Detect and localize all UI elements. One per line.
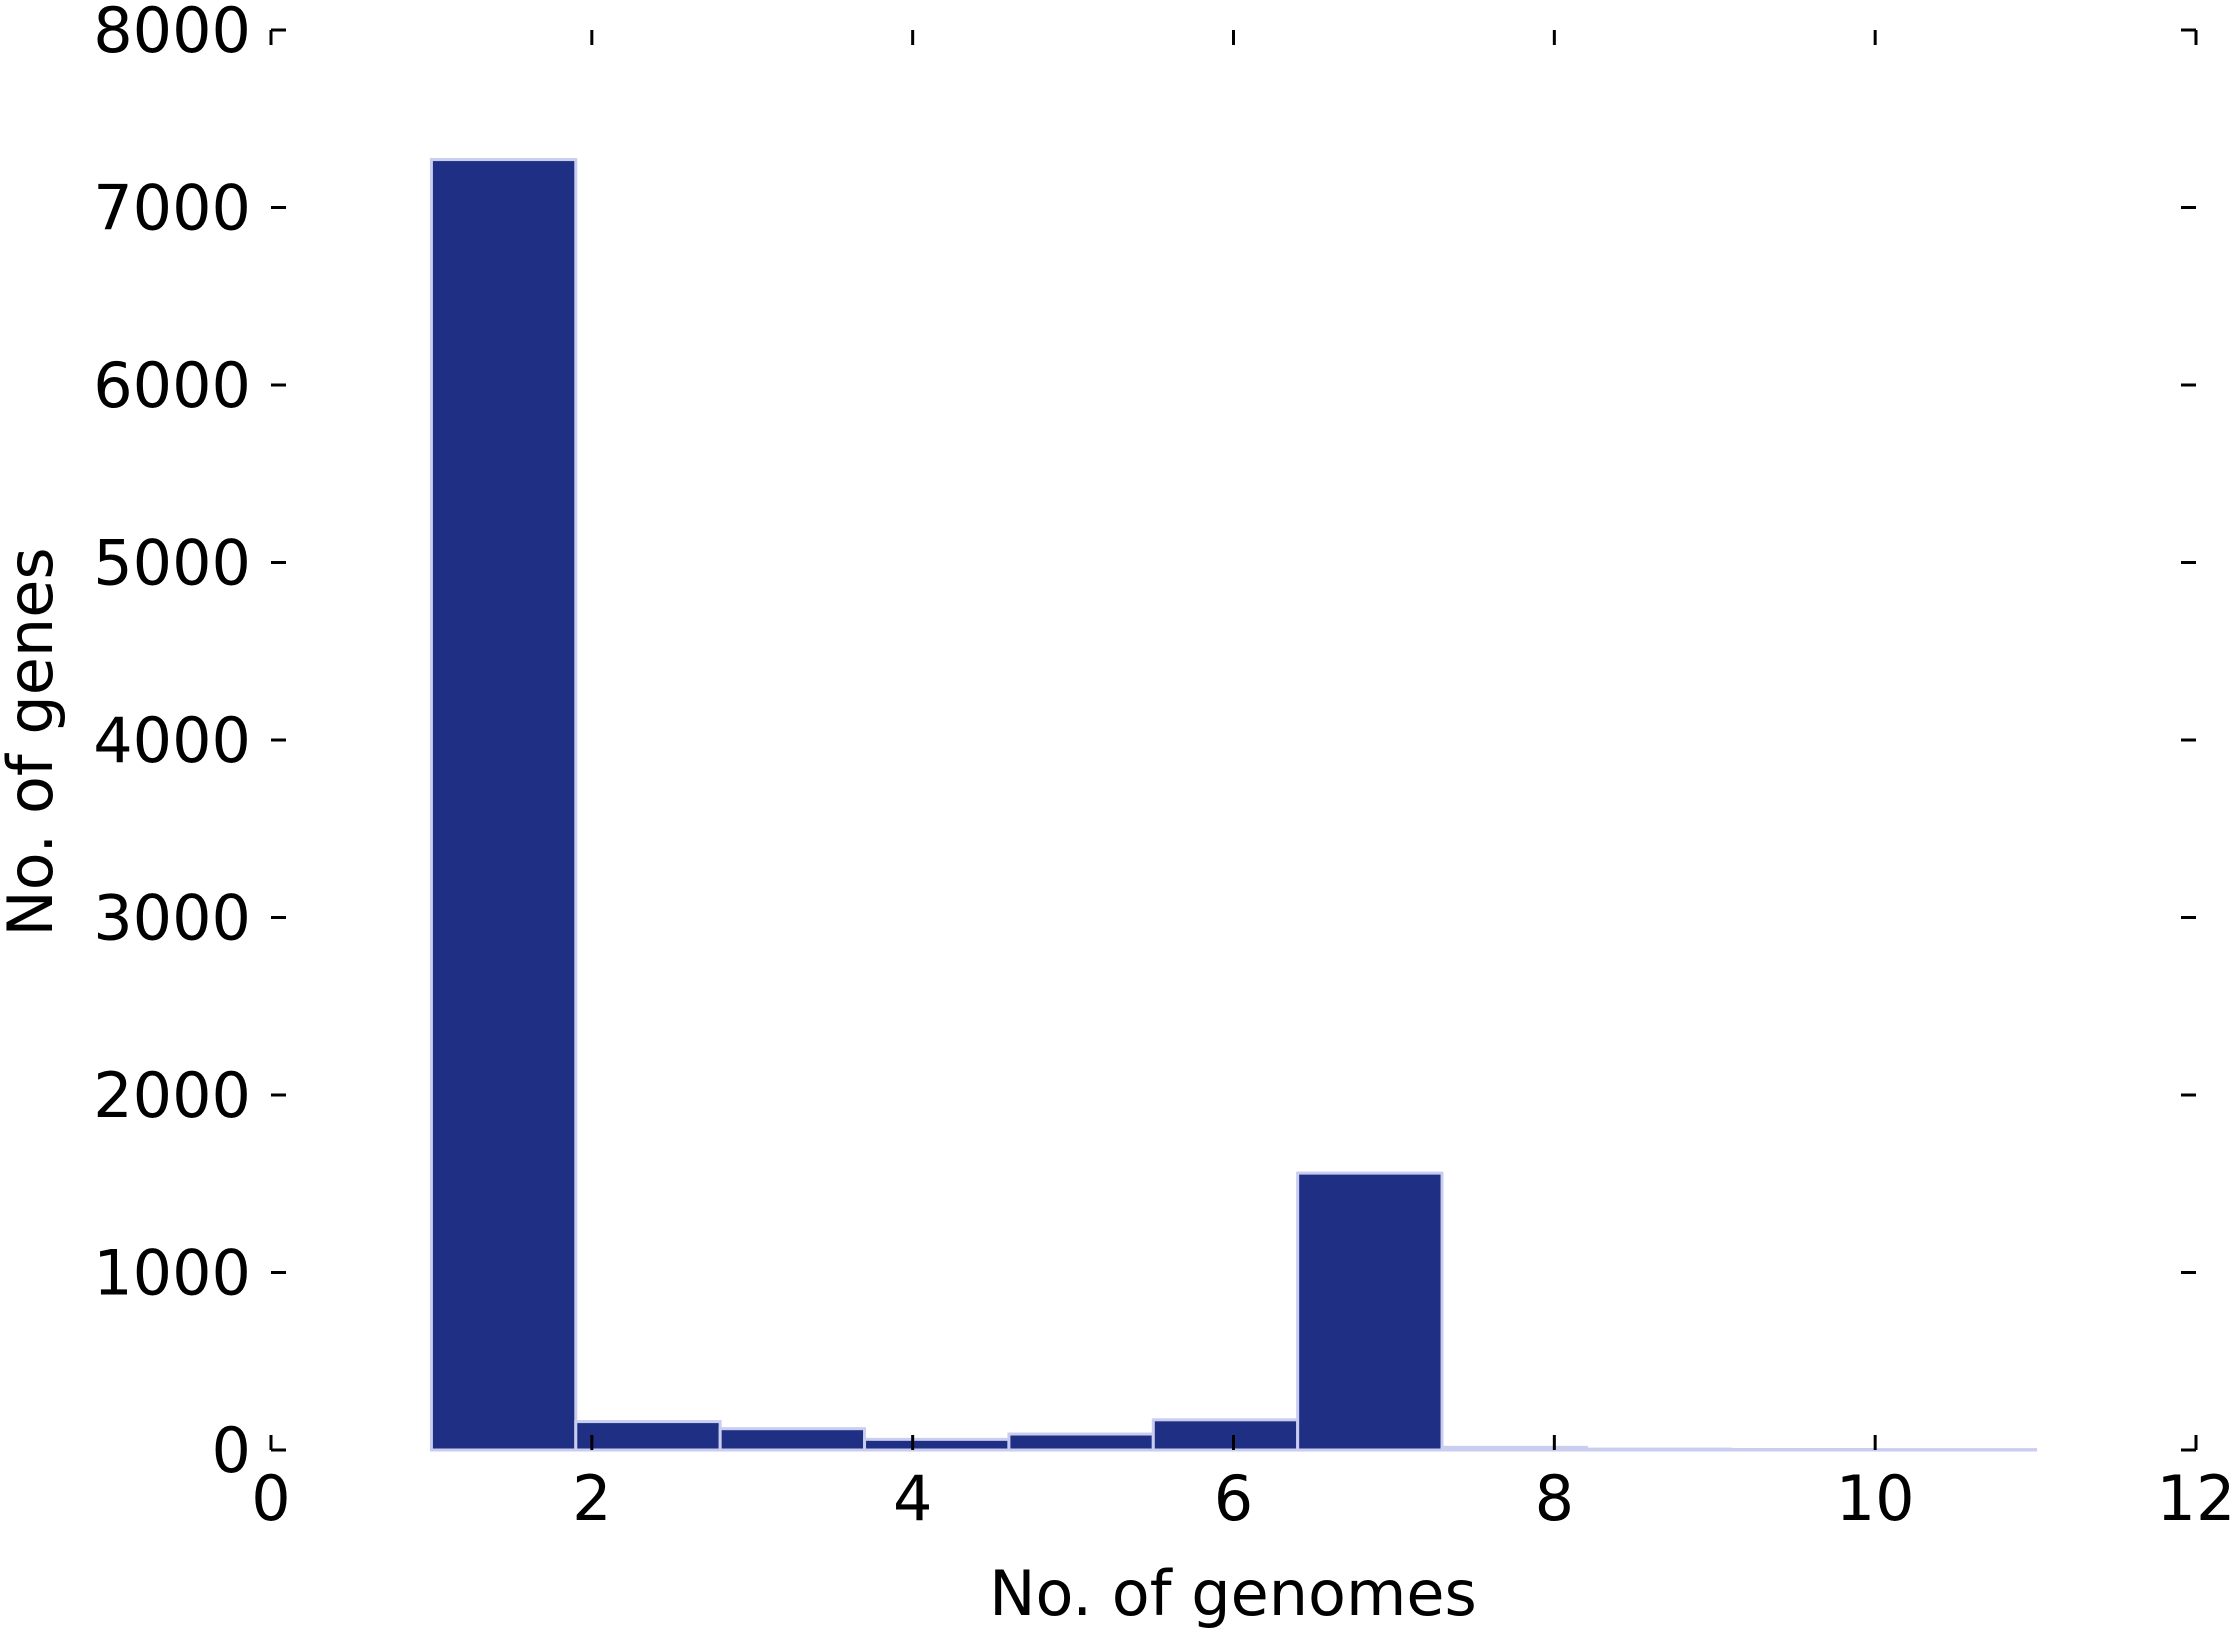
histogram-bar-1 bbox=[574, 1420, 722, 1452]
histogram-bar-9 bbox=[1729, 1447, 1877, 1452]
x-tick-label-3: 6 bbox=[1214, 1462, 1253, 1535]
y-tick-label-5: 5000 bbox=[93, 527, 251, 600]
x-tick-label-5: 10 bbox=[1836, 1462, 1915, 1535]
y-tick-label-1: 1000 bbox=[93, 1237, 251, 1310]
y-tick-label-4: 4000 bbox=[93, 704, 251, 777]
x-tick-label-6: 12 bbox=[2157, 1462, 2230, 1535]
y-tick-label-0: 0 bbox=[212, 1414, 251, 1487]
x-tick-label-0: 0 bbox=[251, 1462, 290, 1535]
bars-group bbox=[429, 158, 2038, 1452]
x-axis-label: No. of genomes bbox=[989, 1557, 1477, 1630]
x-tick-label-2: 4 bbox=[893, 1462, 932, 1535]
histogram-bar-8 bbox=[1584, 1447, 1733, 1452]
histogram-bar-3 bbox=[863, 1437, 1011, 1452]
x-tick-label-4: 8 bbox=[1535, 1462, 1574, 1535]
y-tick-label-8: 8000 bbox=[93, 0, 251, 67]
y-tick-label-6: 6000 bbox=[93, 349, 251, 422]
y-tick-label-2: 2000 bbox=[93, 1059, 251, 1132]
histogram-bar-7 bbox=[1440, 1445, 1588, 1452]
y-axis-label: No. of genes bbox=[0, 547, 67, 936]
histogram-bar-4 bbox=[1007, 1432, 1155, 1452]
histogram-bar-0 bbox=[429, 158, 578, 1452]
histogram-bar-5 bbox=[1151, 1418, 1300, 1452]
tick-labels-group: 0 1000 2000 3000 4000 5000 6000 7000 8000 0 2 4 6 8 10… bbox=[93, 0, 2230, 1535]
histogram-bar-6 bbox=[1296, 1171, 1444, 1452]
x-tick-label-1: 2 bbox=[572, 1462, 611, 1535]
y-tick-label-3: 3000 bbox=[93, 882, 251, 955]
y-tick-label-7: 7000 bbox=[93, 172, 251, 245]
ticks-group bbox=[269, 28, 2198, 1452]
histogram-bar-2 bbox=[718, 1427, 867, 1452]
